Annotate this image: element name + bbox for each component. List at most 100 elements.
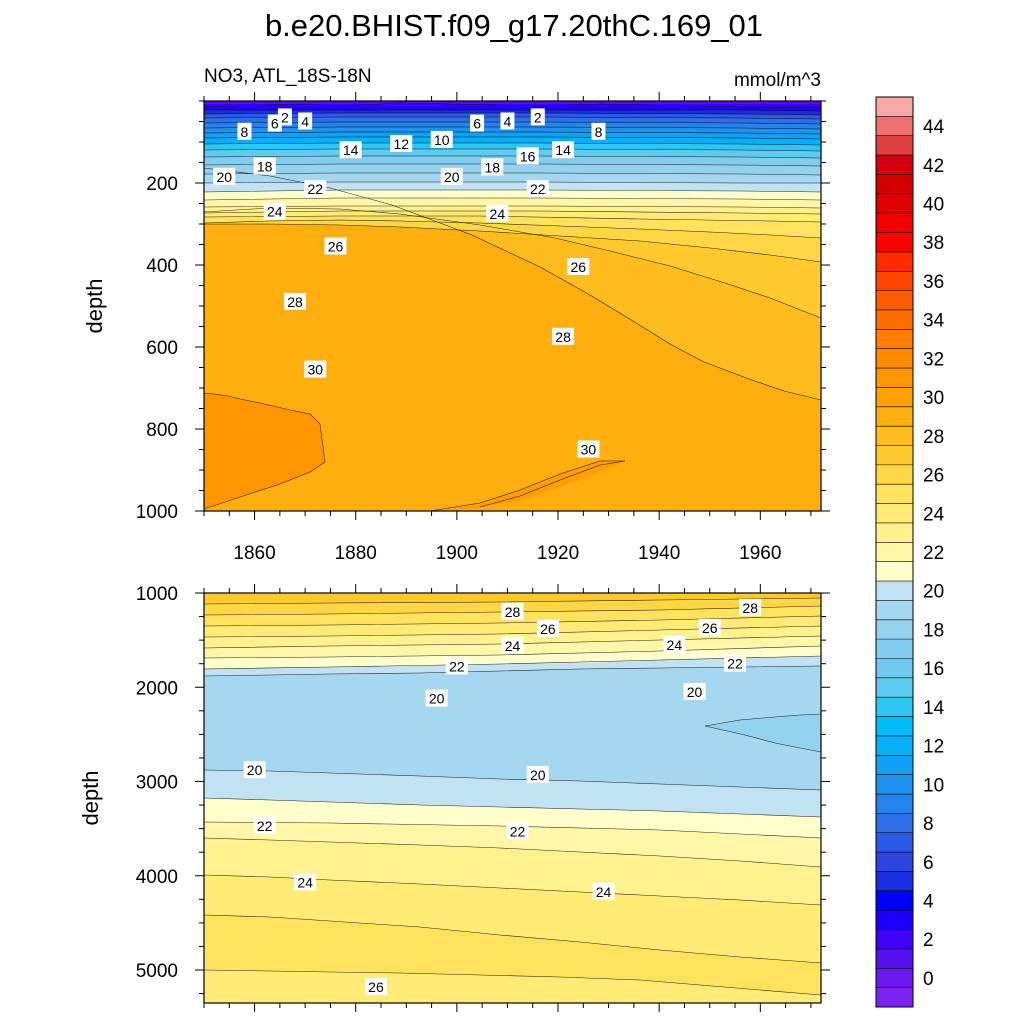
colorbar-swatch [876, 503, 913, 524]
contour-label: 28 [739, 599, 762, 617]
colorbar-swatch [876, 794, 913, 814]
contour-label: 26 [536, 619, 559, 637]
contour-label: 20 [425, 689, 448, 707]
bottom-plot-frame [203, 592, 822, 1004]
contour-label-box [425, 689, 448, 707]
y-tick-label: 5000 [136, 961, 178, 982]
colorbar-tick-label: 40 [923, 194, 944, 215]
contour-label-box [298, 112, 313, 130]
contour-label: 22 [506, 822, 529, 840]
colorbar-swatch [876, 309, 913, 330]
contour-label-box [739, 599, 762, 617]
colorbar-swatch [876, 116, 913, 137]
contour-label-text: 24 [267, 204, 283, 220]
contour-label-box [440, 167, 463, 185]
x-tick-label: 1900 [436, 543, 478, 564]
contour-label-box [253, 816, 276, 834]
contour-label: 24 [592, 882, 615, 900]
contour-label: 20 [243, 761, 266, 779]
contour-label-text: 6 [271, 116, 279, 132]
contour-label-box [591, 122, 606, 140]
colorbar-tick-label: 28 [923, 427, 944, 448]
contour-label-box [430, 130, 453, 148]
colorbar-swatch [876, 716, 913, 737]
colorbar-tick-label: 22 [923, 543, 944, 564]
colorbar-swatch [876, 445, 913, 466]
colorbar-tick-label: 16 [923, 659, 944, 680]
contour-label-box [501, 636, 524, 654]
contour-label-text: 28 [555, 329, 571, 345]
contour-label-text: 26 [702, 620, 718, 636]
contour-label: 26 [698, 618, 721, 636]
contour-label: 22 [253, 816, 276, 834]
y-tick-label: 2000 [136, 678, 178, 699]
y-tick-label: 1000 [136, 502, 178, 523]
colorbar-swatch [876, 639, 913, 659]
contour-label: 20 [683, 682, 706, 700]
contour-label-box [364, 977, 387, 995]
contour-label-box [263, 202, 286, 220]
contour-label-text: 18 [484, 159, 500, 175]
x-tick-label: 1920 [537, 543, 579, 564]
colorbar-swatch [876, 387, 913, 408]
contour-label: 22 [445, 657, 468, 675]
contour-label: 24 [294, 873, 317, 891]
contour-label: 4 [298, 112, 313, 130]
contour-label: 28 [284, 292, 307, 310]
colorbar-swatch [876, 155, 913, 175]
contour-label-text: 28 [505, 604, 521, 620]
colorbar-tick-label: 26 [923, 466, 944, 487]
colorbar-tick-label: 10 [923, 775, 944, 796]
colorbar-tick-label: 2 [923, 930, 934, 951]
colorbar-swatch [876, 97, 913, 117]
contour-label: 24 [663, 635, 686, 653]
colorbar-swatch [876, 619, 913, 640]
colorbar-swatch [876, 368, 913, 388]
colorbar-swatch [876, 484, 913, 504]
contour-label: 12 [390, 135, 413, 153]
contour-label: 4 [500, 112, 515, 130]
contour-label-text: 4 [301, 114, 309, 130]
top-contour-fill [204, 101, 821, 511]
colorbar-tick-label: 14 [923, 698, 945, 719]
colorbar-tick-label: 30 [923, 388, 944, 409]
contour-label-box [253, 157, 276, 175]
contour-label-text: 28 [742, 600, 758, 616]
colorbar-tick-label: 34 [923, 311, 945, 332]
contour-label-text: 30 [581, 442, 597, 458]
x-tick-label: 1880 [335, 543, 377, 564]
contour-label-text: 22 [257, 818, 273, 834]
colorbar-tick-label: 8 [923, 814, 934, 835]
colorbar-swatch [876, 948, 913, 969]
chart-title: b.e20.BHIST.f09_g17.20thC.169_01 [265, 8, 763, 43]
top-panel: 1860 1880 1900 1920 1940 1960 200 400 600 800 1000… [82, 92, 830, 564]
contour-label-box [526, 765, 549, 783]
colorbar-tick-label: 20 [923, 582, 944, 603]
colorbar-swatch [876, 251, 913, 272]
contour-label-box [267, 114, 282, 132]
y-tick-label: 800 [146, 420, 178, 441]
colorbar-tick-label: 6 [923, 853, 934, 874]
contour-label-text: 26 [368, 979, 384, 995]
contour-label: 22 [526, 180, 549, 198]
colorbar-frame [875, 96, 914, 1008]
colorbar-swatch [876, 406, 913, 427]
contour-label: 24 [486, 204, 509, 222]
contour-label: 16 [516, 147, 539, 165]
y-tick-label: 4000 [136, 867, 178, 888]
contour-label-text: 24 [667, 637, 683, 653]
contour-label: 18 [481, 158, 504, 176]
contour-label: 20 [213, 167, 236, 185]
colorbar-swatch [876, 522, 913, 543]
contour-label-text: 20 [247, 762, 263, 778]
contour-label-box [567, 258, 590, 276]
contour-label-box [536, 619, 559, 637]
contour-label: 6 [470, 114, 485, 132]
contour-label: 22 [724, 654, 747, 672]
contour-label-box [237, 122, 252, 140]
contour-label-text: 26 [540, 621, 556, 637]
colorbar-swatch [876, 735, 913, 756]
contour-label-text: 6 [473, 116, 481, 132]
colorbar-tick-label: 44 [923, 117, 945, 138]
